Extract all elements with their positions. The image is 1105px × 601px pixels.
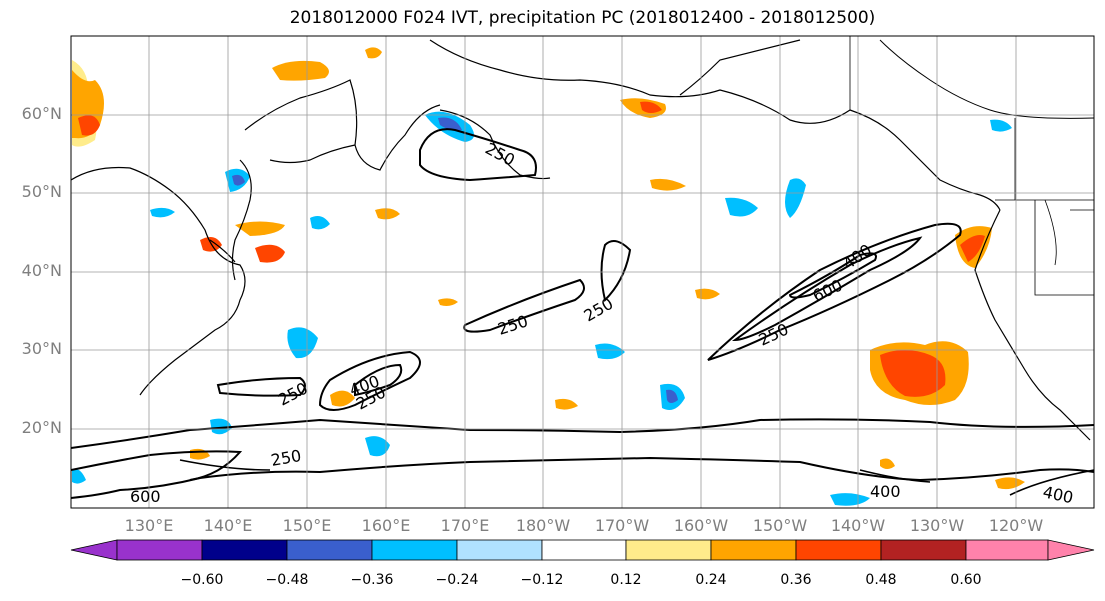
positive-area [438,298,458,306]
lon-label: 150°E [282,516,332,535]
positive-area [190,448,210,460]
positive-area [78,115,100,136]
lon-label: 160°E [361,516,411,535]
colorbar [70,539,1095,561]
positive-area [650,178,686,191]
colorbar-tick: 0.60 [950,572,982,588]
lat-label: 30°N [21,339,62,358]
precipitation-shading [72,47,1025,506]
ivt-contours [71,128,1094,499]
positive-area [880,458,895,469]
lat-label: 40°N [21,261,62,280]
colorbar-tick: 0.24 [695,572,727,588]
positive-area [272,60,329,81]
lon-label: 170°E [440,516,490,535]
lat-label: 20°N [21,418,62,437]
colorbar-bin [286,539,373,561]
positive-area [255,244,285,263]
colorbar-tick: −0.36 [350,572,394,588]
negative-area [785,178,806,218]
colorbar-bin [880,539,967,561]
colorbar-bin [456,539,543,561]
colorbar-low-extend [70,539,118,561]
colorbar-bin [116,539,203,561]
lon-label: 160°W [673,516,729,535]
negative-area [365,436,390,457]
colorbar-tick: 0.12 [610,572,642,588]
positive-area [995,477,1025,490]
negative-area [150,207,175,218]
lon-label: 140°W [830,516,886,535]
lon-label: 180°W [515,516,571,535]
lon-label: 130°W [909,516,965,535]
contour-label: 600 [130,487,161,506]
positive-area [640,101,662,113]
negative-area [210,418,232,435]
borders [849,36,1094,296]
contour-label: 250 [495,311,530,339]
map-title: 2018012000 F024 IVT, precipitation PC (2… [289,8,876,28]
graticule [71,36,1094,508]
negative-area [830,493,870,506]
negative-area [595,343,625,360]
lat-label: 50°N [21,182,62,201]
negative-area [725,197,758,217]
colorbar-tick: −0.48 [265,572,309,588]
lon-label: 150°W [752,516,808,535]
colorbar-bin [201,539,288,561]
positive-area [375,208,400,220]
colorbar-tick: −0.60 [180,572,224,588]
contour-label: 250 [581,294,617,326]
colorbar-bin [371,539,458,561]
negative-area [666,389,678,403]
colorbar-bin [965,539,1049,561]
colorbar-bin [625,539,712,561]
contour-label: 250 [756,319,792,349]
lon-label: 170°W [594,516,650,535]
colorbar-bin [541,539,627,561]
positive-area [960,235,985,262]
negative-area [287,327,318,359]
negative-area [72,469,86,484]
contour-label: 400 [870,482,901,501]
contour-label: 400 [1041,482,1075,507]
colorbar-high-extend [1047,539,1095,561]
negative-area [232,174,245,186]
colorbar-tick: 0.48 [865,572,897,588]
contour-label: 250 [269,446,302,470]
colorbar-bin [795,539,882,561]
positive-area [695,288,720,300]
positive-area [330,390,355,407]
map-frame [70,35,1095,509]
colorbar-tick: −0.12 [520,572,564,588]
positive-area [365,47,382,59]
positive-area [235,221,285,236]
positive-area [555,398,578,410]
lon-label: 140°E [203,516,253,535]
contour-label: 250 [482,139,518,170]
negative-area [990,119,1012,132]
lon-label: 130°E [124,516,174,535]
negative-area [438,117,462,131]
colorbar-bin [710,539,797,561]
lon-label: 120°W [988,516,1044,535]
lat-label: 60°N [21,104,62,123]
contour-labels: 250 250 250 250 400 250 250 400 600 250 … [130,139,1075,508]
colorbar-tick: −0.24 [435,572,479,588]
negative-area [310,216,330,230]
colorbar-tick: 0.36 [780,572,812,588]
positive-area [880,350,946,397]
